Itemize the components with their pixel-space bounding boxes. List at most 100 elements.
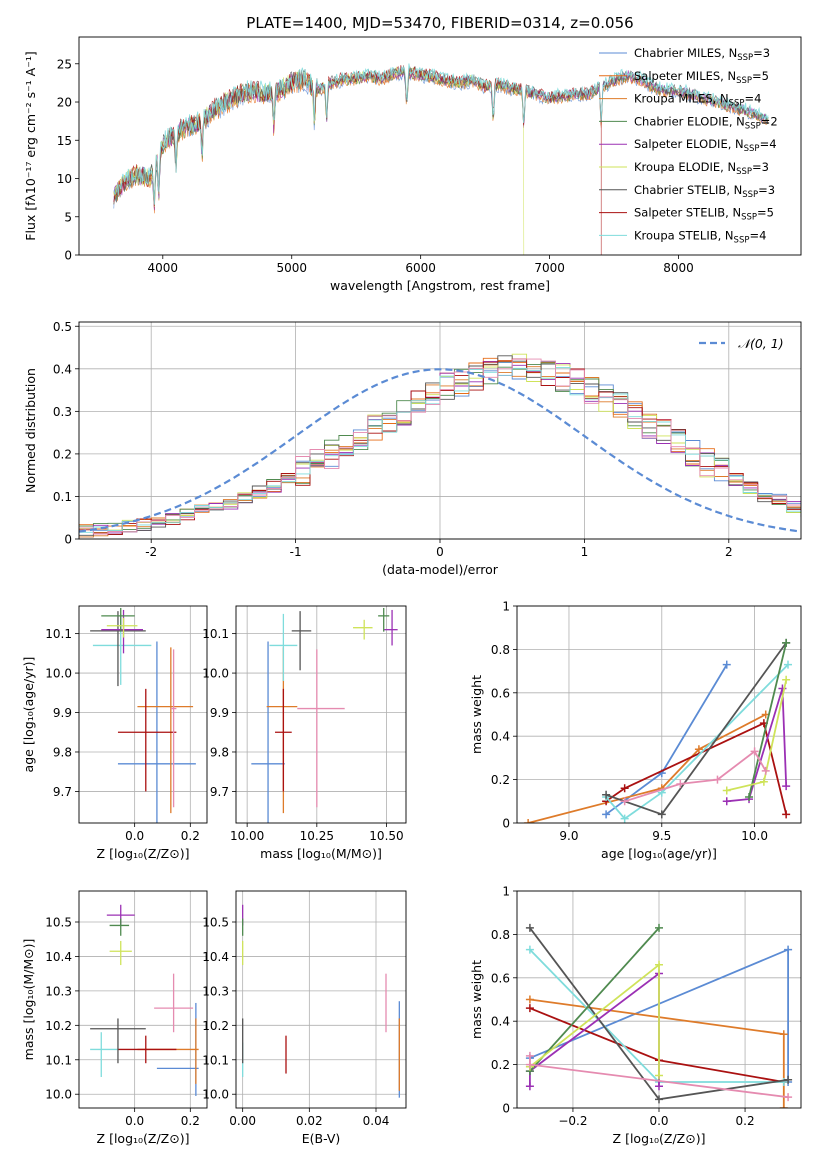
y-tick-label: 0.4 bbox=[491, 1015, 510, 1029]
y-tick-label: 0.4 bbox=[491, 730, 510, 744]
data-point bbox=[297, 649, 345, 808]
histogram-series bbox=[79, 357, 801, 530]
x-tick-label: 0.2 bbox=[181, 1114, 200, 1128]
x-axis-label: mass [log₁₀(M/M⊙)] bbox=[260, 846, 382, 861]
panel-age-vs-z: 0.0 0.2 9.7 9.8 9.9 10.0 10.1 Z [log₁₀(Z/Z⊙)] ag… bbox=[21, 605, 208, 861]
plus-marker bbox=[782, 675, 791, 684]
x-tick-label: -2 bbox=[145, 545, 157, 559]
y-tick-label: 10.3 bbox=[202, 984, 229, 998]
y-tick-label: 10.0 bbox=[45, 1088, 72, 1102]
plus-marker bbox=[722, 660, 731, 669]
series-line bbox=[529, 927, 660, 1072]
y-tick-label: 0 bbox=[502, 817, 510, 831]
plus-marker bbox=[713, 775, 722, 784]
series bbox=[525, 923, 663, 1076]
series bbox=[525, 960, 663, 1080]
panel-spectrum: 4000 5000 6000 7000 8000 0 5 10 15 20 25 wavelength… bbox=[23, 36, 802, 293]
y-tick-label: 9.9 bbox=[210, 706, 229, 720]
plus-marker bbox=[782, 782, 791, 791]
mass-vs-z-ticks: 0.0 0.2 10.0 10.1 10.2 10.3 10.4 10.5 bbox=[45, 916, 200, 1129]
age-vs-mass-ticks: 10.00 10.25 10.50 9.7 9.8 9.9 10.0 10.1 bbox=[202, 627, 403, 843]
legend-subscript: SSP bbox=[734, 235, 750, 245]
panels: 4000 5000 6000 7000 80000510152025wavelength… bbox=[21, 36, 802, 1146]
legend-label: Kroupa MILES, N bbox=[634, 92, 729, 106]
y-axis-label: mass weight bbox=[469, 675, 484, 754]
x-axis-label: (data-model)/error bbox=[382, 562, 499, 577]
series bbox=[525, 923, 793, 1104]
series bbox=[722, 675, 791, 795]
x-tick-label: 5000 bbox=[276, 261, 307, 275]
data-point bbox=[291, 611, 312, 671]
data-point bbox=[170, 649, 177, 808]
y-tick-label: 5 bbox=[64, 210, 72, 224]
x-tick-label: -1 bbox=[290, 545, 302, 559]
plus-marker bbox=[525, 923, 534, 932]
legend-subscript: SSP bbox=[737, 53, 753, 63]
plus-marker bbox=[761, 766, 770, 775]
plus-marker bbox=[525, 1082, 534, 1091]
residuals-marks bbox=[79, 353, 801, 538]
legend-entry: Kroupa ELODIE, NSSP=3 bbox=[634, 160, 769, 177]
histogram-series bbox=[79, 362, 801, 530]
y-tick-label: 0.8 bbox=[491, 928, 510, 942]
spectrum-marks bbox=[113, 63, 769, 255]
mass-vs-ebv-grid bbox=[236, 891, 406, 1108]
plus-marker bbox=[524, 819, 533, 823]
data-point bbox=[92, 613, 152, 685]
panel-massweight-vs-z: −0.2 0.0 0.2 0 0.2 0.4 0.6 0.8 1 Z [log₁₀(Z/Z⊙)] m… bbox=[469, 885, 802, 1146]
histogram-series bbox=[79, 353, 801, 533]
y-tick-label: 0.6 bbox=[491, 971, 510, 985]
x-tick-label: 0.2 bbox=[181, 829, 200, 843]
plus-marker bbox=[655, 1082, 663, 1091]
plus-marker bbox=[750, 747, 759, 756]
data-point bbox=[109, 918, 130, 936]
histogram-series bbox=[79, 366, 801, 533]
plus-marker bbox=[525, 1051, 534, 1060]
data-point bbox=[90, 1032, 118, 1077]
legend-entry: Salpeter ELODIE, NSSP=4 bbox=[634, 137, 777, 154]
data-point bbox=[117, 688, 177, 792]
plus-marker bbox=[784, 945, 793, 954]
age-vs-z-frame bbox=[78, 605, 208, 824]
x-tick-label: 4000 bbox=[148, 261, 179, 275]
age-vs-z-marks bbox=[90, 607, 196, 823]
legend-entry: 𝒩(0, 1) bbox=[738, 336, 784, 351]
x-tick-label: 9.5 bbox=[652, 829, 671, 843]
y-tick-label: 10.3 bbox=[45, 984, 72, 998]
plus-marker bbox=[784, 660, 793, 669]
plus-marker bbox=[745, 792, 754, 801]
legend-subscript: SSP bbox=[736, 167, 752, 177]
y-tick-label: 9.7 bbox=[210, 785, 229, 799]
plus-marker bbox=[779, 1077, 788, 1086]
series bbox=[722, 684, 791, 806]
y-axis-label: Normed distribution bbox=[23, 368, 38, 493]
plus-marker bbox=[784, 1075, 793, 1084]
plus-marker bbox=[620, 814, 629, 823]
plus-marker bbox=[722, 786, 731, 795]
residuals-frame bbox=[78, 321, 802, 540]
y-axis-label: mass weight bbox=[469, 960, 484, 1039]
spectrum-series-line bbox=[113, 67, 769, 200]
y-tick-label: 0.5 bbox=[53, 320, 72, 334]
legend-suffix: =3 bbox=[752, 160, 769, 174]
legend-suffix: =3 bbox=[753, 46, 770, 60]
plus-marker bbox=[784, 1093, 793, 1102]
data-point bbox=[383, 609, 398, 646]
y-tick-label: 10.4 bbox=[45, 950, 72, 964]
plus-marker bbox=[782, 810, 791, 819]
x-tick-label: 0.02 bbox=[296, 1114, 323, 1128]
data-point bbox=[137, 1018, 199, 1084]
data-point bbox=[266, 647, 298, 814]
plus-marker bbox=[779, 1030, 788, 1039]
plus-marker bbox=[676, 779, 685, 788]
series bbox=[525, 1051, 793, 1102]
series-line bbox=[748, 642, 788, 798]
y-tick-label: 0.8 bbox=[491, 643, 510, 657]
legend-entry: Chabrier ELODIE, NSSP=2 bbox=[634, 114, 778, 131]
x-tick-label: 6000 bbox=[405, 261, 436, 275]
x-tick-label: 1 bbox=[581, 545, 589, 559]
y-tick-label: 0.2 bbox=[491, 773, 510, 787]
panel-massweight-vs-age: 9.0 9.5 10.0 0 0.2 0.4 0.6 0.8 1 age [log₁₀(age/y… bbox=[469, 600, 802, 861]
histogram-series bbox=[79, 358, 801, 535]
